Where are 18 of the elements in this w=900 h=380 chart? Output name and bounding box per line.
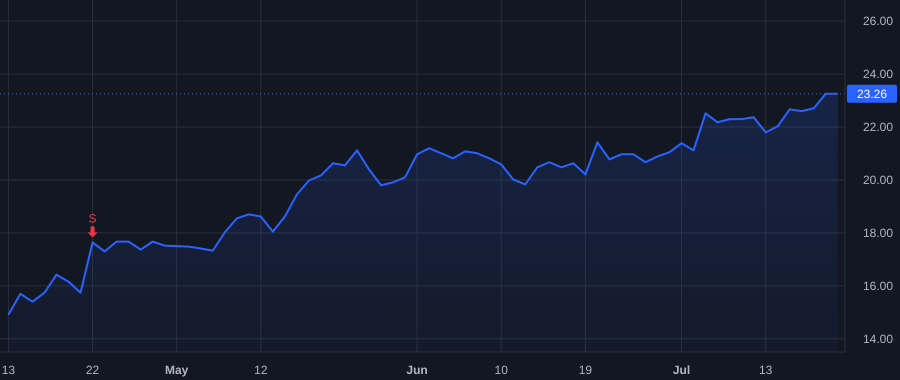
x-tick-label: 19 [578, 363, 592, 377]
y-tick-label: 26.00 [863, 14, 894, 28]
y-tick-label: 20.00 [863, 172, 894, 187]
annotation: S [88, 211, 97, 226]
x-tick-label: May [165, 363, 189, 377]
x-tick-label: 12 [254, 363, 268, 377]
x-tick-label: Jun [406, 363, 428, 377]
ref-line-label: 23.26 [856, 87, 888, 102]
y-tick-label: 22.00 [863, 120, 894, 134]
x-tick-label: Jul [672, 363, 690, 377]
y-tick-label: 18.00 [863, 226, 894, 240]
x-tick-label: 22 [86, 363, 100, 377]
x-tick-label: 13 [758, 363, 773, 377]
y-tick-label: 14.00 [863, 332, 894, 346]
x-tick-label: 10 [494, 363, 508, 377]
y-tick-label: 16.00 [863, 278, 894, 293]
y-tick-label: 24.00 [863, 67, 894, 82]
x-tick-label: 13 [2, 363, 16, 377]
